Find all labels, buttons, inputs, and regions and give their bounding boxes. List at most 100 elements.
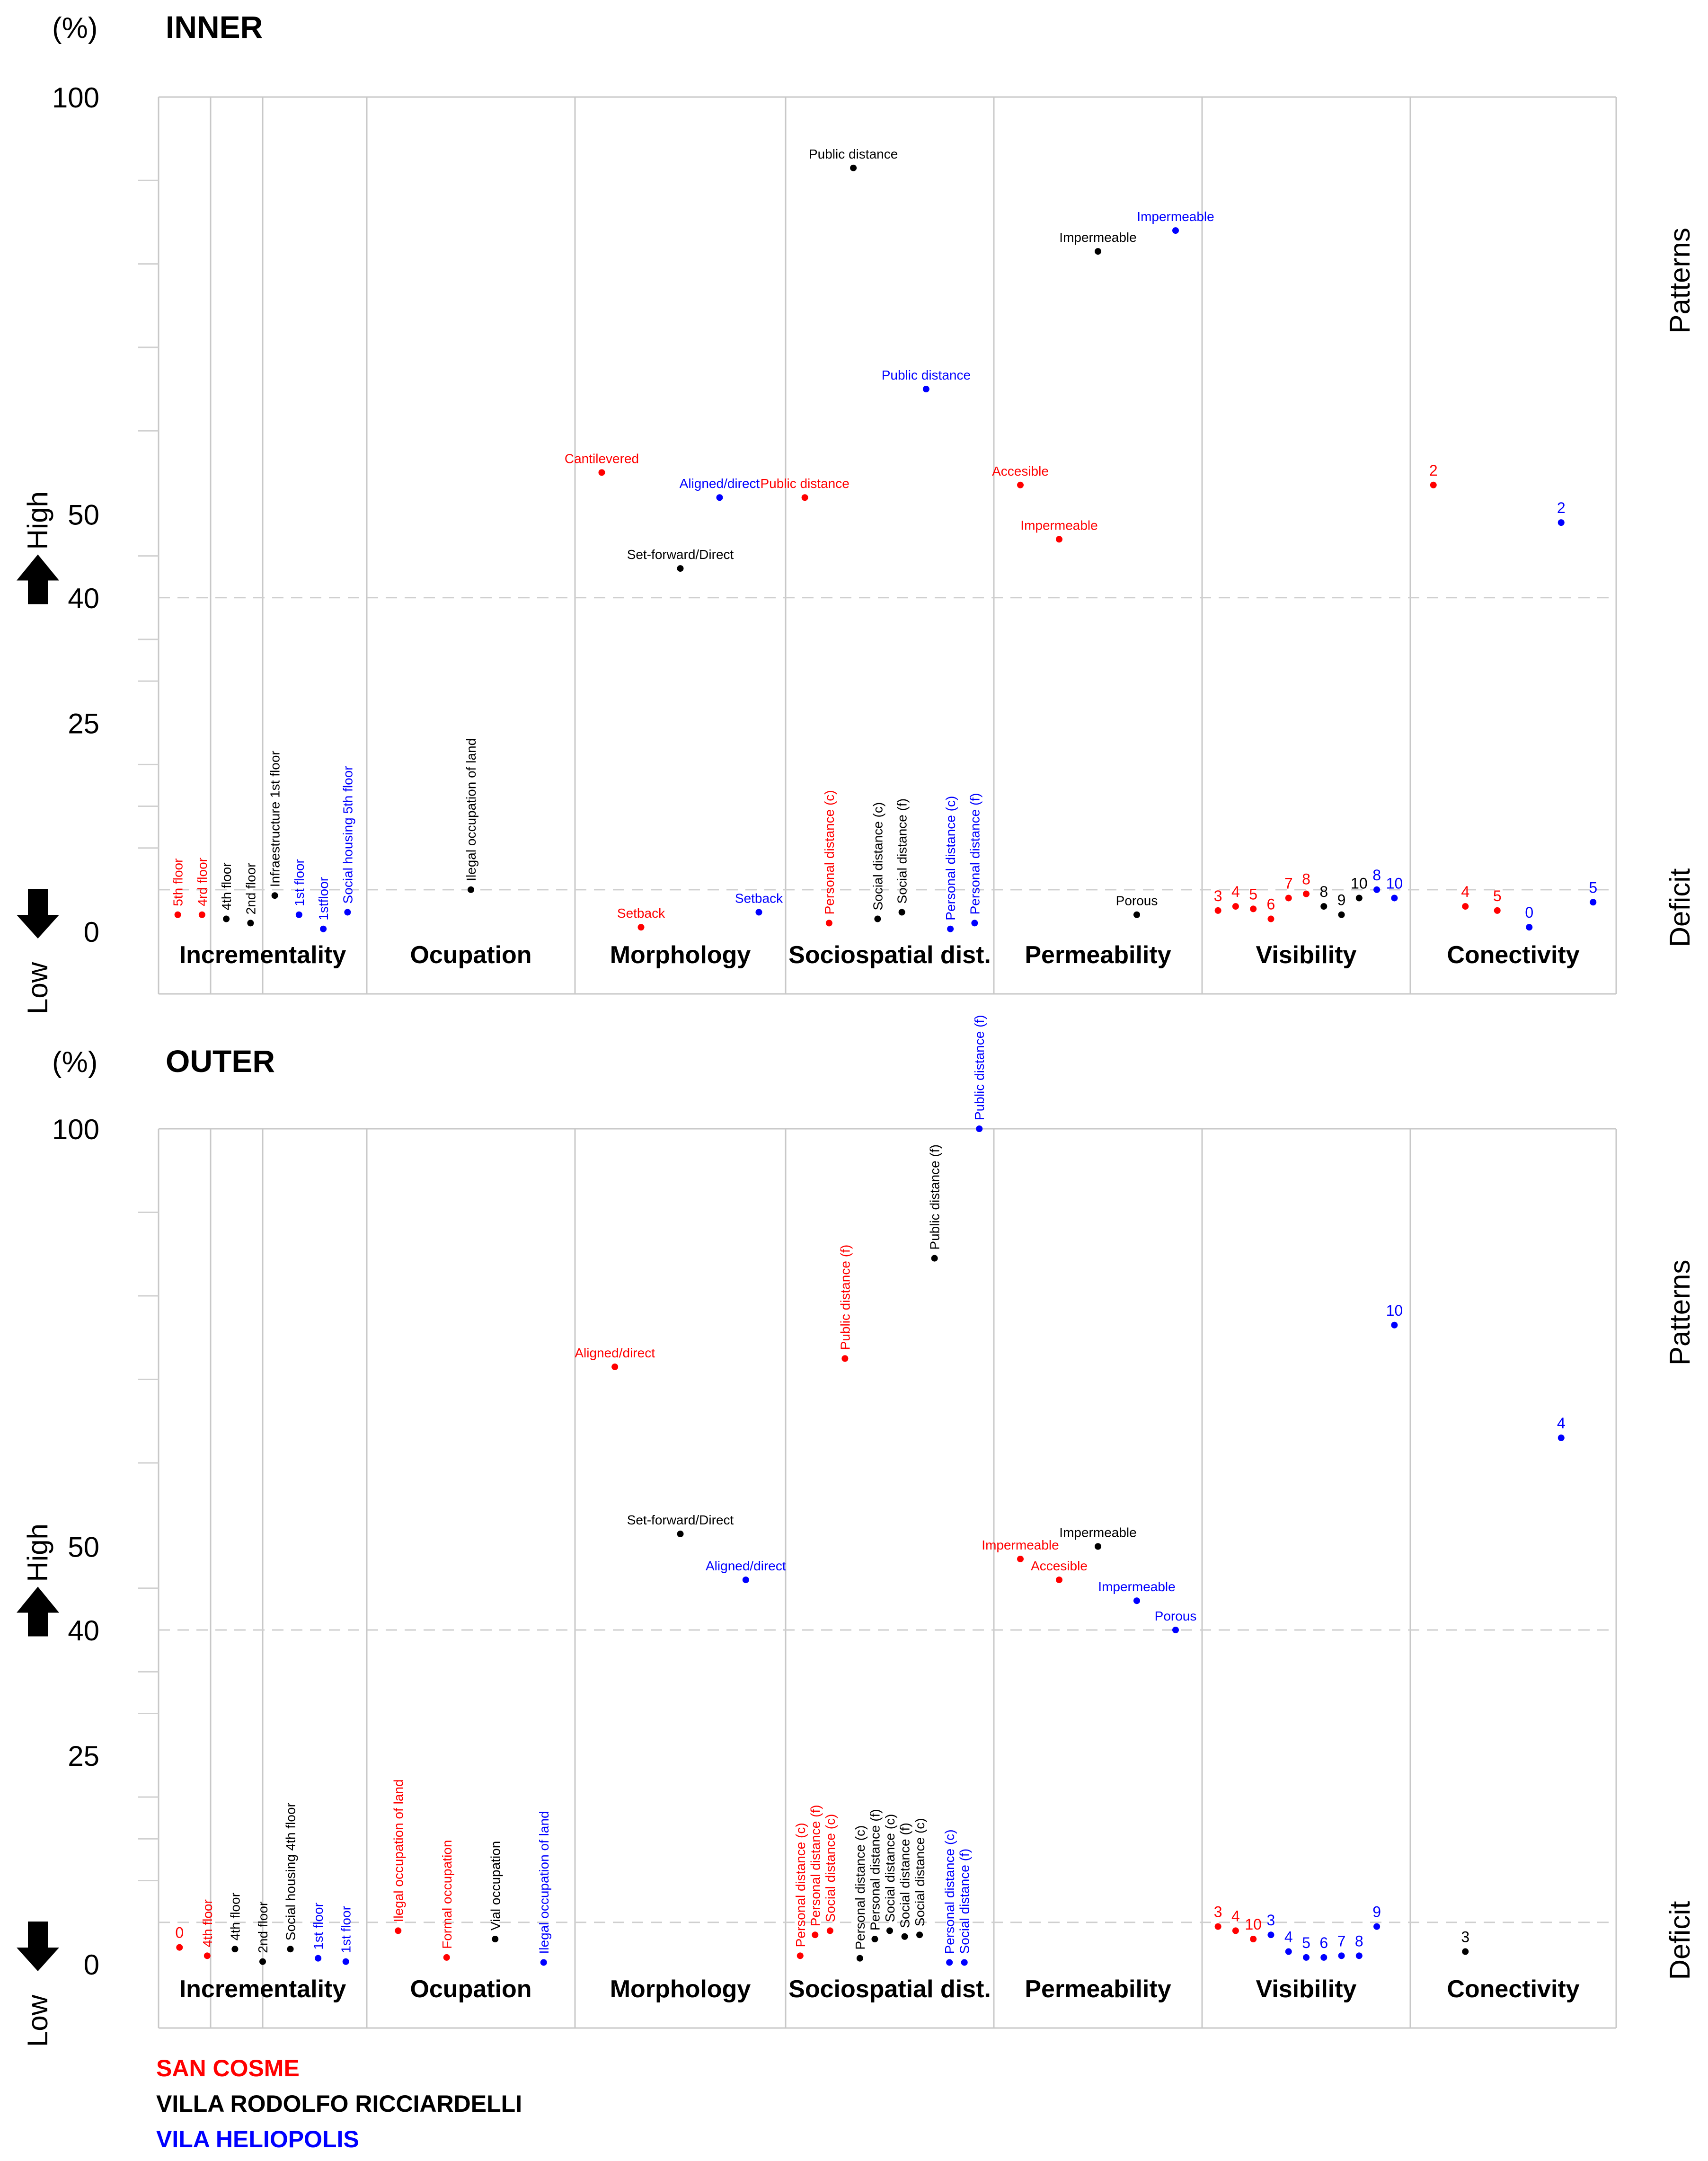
y-tick-label: 0 [84,916,99,948]
data-point-vila-heliopolis: Personal distance (c) [943,796,958,932]
data-point-marker [1133,911,1140,918]
category-label-permeability: Permeability [1025,1975,1171,2003]
data-point-san-cosme: 7 [1284,875,1293,902]
data-point-villa-rodolfo-ricciardelli: 9 [1337,892,1345,918]
data-point-label: 3 [1214,1904,1222,1921]
data-point-marker [295,911,302,918]
data-point-label: Social distance (c) [870,802,885,911]
data-point-villa-rodolfo-ricciardelli: Set-forward/Direct [627,1513,734,1538]
data-point-villa-rodolfo-ricciardelli: 2nd floor [256,1902,270,1965]
panel-title: INNER [166,9,263,44]
data-point-marker [1526,924,1533,931]
data-point-label: Aligned/direct [680,476,760,491]
data-point-label: Set-forward/Direct [627,1513,734,1527]
data-point-label: 2 [1429,462,1438,479]
data-point-label: Personal distance (c) [853,1825,867,1950]
data-point-marker [901,1933,908,1940]
y-tick-label: 40 [68,1615,99,1647]
data-point-marker [1267,915,1274,922]
data-point-marker [198,911,205,918]
data-point-marker [922,386,929,393]
data-point-marker [204,1952,211,1959]
data-point-label: Social distance (f) [957,1849,972,1954]
data-point-label: 5th floor [171,859,186,906]
data-point-marker [677,1531,684,1538]
data-point-label: Porous [1155,1609,1197,1623]
data-point-marker [1017,481,1024,488]
data-point-label: Setback [735,891,783,905]
data-point-san-cosme: 4 [1231,883,1240,910]
data-point-marker [176,1944,183,1951]
data-point-label: 4 [1284,1929,1293,1946]
data-point-vila-heliopolis: Impermeable [1098,1579,1176,1604]
data-point-label: 5 [1302,1934,1310,1951]
data-point-san-cosme: 4 [1231,1907,1240,1934]
data-point-label: 0 [1525,904,1533,921]
data-point-vila-heliopolis: 6 [1319,1934,1328,1961]
data-point-label: 3 [1267,1912,1275,1929]
data-point-label: Social distance (c) [912,1818,927,1926]
data-point-marker [1056,1576,1062,1584]
data-point-vila-heliopolis: 5 [1589,879,1597,906]
data-point-vila-heliopolis: 7 [1337,1932,1345,1959]
data-point-marker [1232,1927,1239,1934]
data-point-marker [1232,903,1239,910]
data-point-label: 1stfloor [316,877,331,921]
deficit-label: Deficit [1664,1901,1696,1980]
data-point-marker [1250,905,1257,912]
data-point-marker [1095,248,1101,255]
y-tick-label: 25 [68,1740,99,1772]
data-point-san-cosme: 5th floor [171,859,186,918]
data-point-marker [1172,227,1179,234]
data-point-san-cosme: Impermeable [982,1538,1059,1562]
legend-item-vila-heliopolis: VILA HELIOPOLIS [156,2126,359,2152]
data-point-label: Public distance [882,368,971,382]
data-point-san-cosme: 5 [1249,886,1257,912]
low-label: Low [22,1994,53,2047]
data-point-marker [1303,890,1310,897]
data-point-marker [1355,895,1363,902]
data-point-san-cosme: Personal distance (c) [822,790,837,927]
data-point-marker [976,1125,983,1132]
data-point-label: 4th floor [219,862,234,910]
data-point-label: 8 [1372,867,1381,884]
data-point-label: Social housing 4th floor [283,1803,298,1940]
data-point-marker [898,909,905,916]
data-point-marker [259,1958,266,1965]
data-point-villa-rodolfo-ricciardelli: 10 [1351,875,1368,902]
y-unit-label: (%) [52,12,97,44]
data-point-label: Social distance (f) [898,1823,912,1928]
data-point-label: 2nd floor [256,1902,270,1953]
data-point-villa-rodolfo-ricciardelli: Vial occupation [488,1841,503,1943]
panel-inner: (%) INNER0254050100HighLowPatternsDeficit… [17,9,1696,1014]
data-point-marker [287,1946,294,1953]
data-point-vila-heliopolis: Aligned/direct [680,476,760,501]
data-point-label: 3 [1214,887,1222,904]
data-point-marker [468,886,474,893]
data-point-label: Public distance [760,476,849,491]
data-point-vila-heliopolis: Personal distance (f) [967,793,982,927]
data-point-marker [841,1355,849,1362]
data-point-marker [1558,1435,1565,1442]
data-point-label: Aligned/direct [706,1559,786,1573]
data-point-label: 10 [1245,1916,1262,1933]
data-point-villa-rodolfo-ricciardelli: 4th floor [228,1893,242,1953]
data-point-san-cosme: 6 [1267,896,1275,922]
data-point-label: 4 [1231,1907,1240,1924]
data-point-san-cosme: 4 [1461,883,1469,910]
data-point-vila-heliopolis: 1stfloor [316,877,331,932]
data-point-marker [1267,1931,1274,1939]
data-point-san-cosme: Accesible [992,464,1049,488]
data-point-label: Ilegal occupation of land [464,738,478,881]
data-point-marker [443,1954,450,1961]
data-point-marker [1355,1952,1363,1959]
data-point-vila-heliopolis: 1st floor [339,1906,354,1965]
data-point-marker [947,925,954,932]
data-point-vila-heliopolis: 8 [1355,1932,1363,1959]
data-point-label: 4rd floor [195,858,210,906]
data-point-marker [315,1955,322,1962]
data-point-label: Personal distance (f) [867,1809,882,1931]
data-point-vila-heliopolis: Social housing 5th floor [340,766,355,916]
data-point-marker [677,565,684,572]
